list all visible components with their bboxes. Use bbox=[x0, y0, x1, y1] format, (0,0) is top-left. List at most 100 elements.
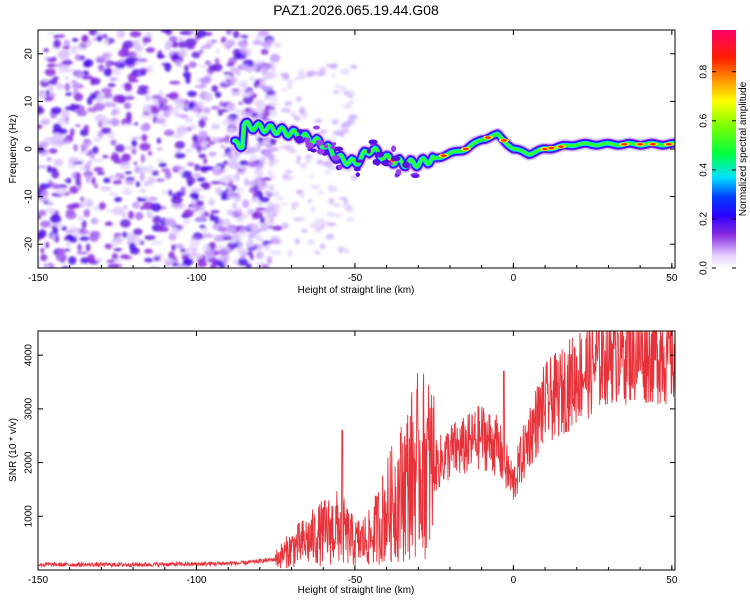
spectrogram-noise-blob bbox=[53, 39, 61, 48]
spectrogram-noise-blob bbox=[48, 148, 58, 154]
spectrogram-noise-blob bbox=[141, 134, 148, 142]
colorbar-tick-label: 0.0 bbox=[699, 261, 710, 275]
spectrogram-cluster-blob bbox=[355, 172, 361, 177]
colorbar-ticks: 0.0 0.2 0.4 0.6 0.8 bbox=[699, 64, 736, 275]
spectrogram-noise-blob bbox=[133, 228, 143, 236]
spectrogram-noise bbox=[38, 30, 358, 268]
spectrogram-noise-blob bbox=[179, 114, 189, 119]
spectrogram-noise-blob bbox=[145, 47, 156, 53]
spectrogram-noise-blob bbox=[263, 153, 273, 158]
spectrogram-noise-blob bbox=[190, 236, 202, 240]
spectrogram-noise-blob bbox=[235, 172, 240, 176]
spectrogram-noise-blob bbox=[46, 165, 52, 174]
spectrogram-noise-blob bbox=[287, 249, 294, 257]
spectrogram-noise-blob bbox=[334, 84, 341, 89]
spectrogram-noise-blob bbox=[140, 154, 146, 163]
spectrogram-noise-blob bbox=[62, 45, 71, 50]
spectrogram-noise-blob bbox=[156, 137, 162, 144]
spectrogram-noise-blob bbox=[110, 263, 121, 268]
spectrogram-noise-blob bbox=[52, 63, 65, 68]
spectrogram-noise-blob bbox=[345, 217, 356, 222]
spectrogram-noise-blob bbox=[145, 32, 153, 39]
spectrogram-cluster-blob bbox=[375, 160, 380, 166]
spectrogram-noise-blob bbox=[225, 127, 236, 135]
spectrogram-noise-blob bbox=[270, 102, 280, 106]
spectrogram-noise-blob bbox=[266, 38, 275, 43]
spectrogram-noise-blob bbox=[115, 144, 126, 153]
spectrogram-noise-blob bbox=[156, 54, 166, 59]
spectrogram-noise-blob bbox=[68, 156, 80, 163]
spectrogram-hotspot-core bbox=[548, 146, 555, 150]
spectrogram-noise-blob bbox=[262, 177, 272, 181]
snr-y-tick-label: 2000 bbox=[24, 451, 35, 474]
spectrogram-noise-blob bbox=[261, 156, 266, 161]
spectrogram-noise-blob bbox=[298, 216, 306, 221]
spectrogram-noise-blob bbox=[81, 34, 89, 43]
spectrogram-noise-blob bbox=[326, 211, 336, 218]
spectrogram-noise-blob bbox=[278, 144, 288, 150]
spectrogram-noise-blob bbox=[208, 151, 217, 157]
spectrogram-x-tick-label: 50 bbox=[666, 273, 678, 284]
spectrogram-noise-blob bbox=[251, 223, 259, 230]
spectrogram-noise-blob bbox=[200, 182, 209, 188]
spectrogram-noise-blob bbox=[168, 232, 177, 241]
spectrogram-noise-blob bbox=[234, 108, 241, 114]
spectrogram-noise-blob bbox=[260, 222, 269, 230]
spectrogram-noise-blob bbox=[116, 60, 122, 65]
spectrogram-noise-blob bbox=[53, 34, 60, 39]
spectrogram-noise-blob bbox=[204, 92, 213, 102]
spectrogram-noise-blob bbox=[93, 158, 105, 162]
spectrogram-noise-blob bbox=[204, 250, 215, 257]
spectrogram-noise-blob bbox=[212, 169, 223, 176]
colorbar-tick-label: 0.8 bbox=[699, 64, 710, 78]
spectrogram-noise-blob bbox=[69, 128, 75, 137]
spectrogram-cluster-blob bbox=[395, 169, 402, 176]
spectrogram-noise-blob bbox=[272, 42, 282, 48]
spectrogram-noise-blob bbox=[233, 195, 242, 202]
spectrogram-noise-blob bbox=[168, 251, 175, 260]
spectrogram-noise-blob bbox=[335, 213, 342, 218]
spectrogram-noise-blob bbox=[305, 158, 311, 164]
spectrogram-noise-blob bbox=[232, 258, 239, 266]
spectrogram-noise-blob bbox=[107, 68, 113, 74]
spectrogram-noise-blob bbox=[267, 170, 273, 177]
spectrogram-noise-blob bbox=[210, 106, 220, 110]
spectrogram-noise-blob bbox=[157, 226, 165, 232]
spectrogram-noise-blob bbox=[242, 82, 248, 90]
spectrogram-noise-blob bbox=[323, 170, 331, 175]
spectrogram-noise-blob bbox=[134, 44, 144, 53]
spectrogram-noise-blob bbox=[51, 225, 57, 229]
spectrogram-noise-blob bbox=[88, 149, 93, 156]
spectrogram-noise-blob bbox=[150, 106, 160, 115]
spectrogram-noise-blob bbox=[41, 78, 51, 82]
spectrogram-noise-blob bbox=[95, 258, 103, 263]
spectrogram-noise-blob bbox=[328, 197, 335, 205]
spectrogram-noise-blob bbox=[134, 166, 140, 174]
spectrogram-cluster-blob bbox=[390, 155, 401, 162]
spectrogram-noise-blob bbox=[103, 101, 112, 108]
spectrogram-noise-blob bbox=[238, 101, 243, 106]
spectrogram-x-label: Height of straight line (km) bbox=[298, 285, 415, 296]
spectrogram-noise-blob bbox=[213, 234, 225, 242]
spectrogram-noise-blob bbox=[119, 164, 131, 170]
spectrogram-noise-blob bbox=[284, 169, 293, 174]
spectrogram-noise-blob bbox=[286, 82, 293, 90]
spectrogram-noise-blob bbox=[196, 215, 206, 222]
spectrogram-noise-blob bbox=[168, 35, 178, 42]
spectrogram-noise-blob bbox=[140, 69, 147, 76]
spectrogram-noise-blob bbox=[331, 119, 340, 125]
spectrogram-cluster-blob bbox=[391, 145, 397, 153]
spectrogram-noise-blob bbox=[94, 114, 106, 122]
spectrogram-noise-blob bbox=[240, 64, 249, 69]
spectrogram-noise-blob bbox=[315, 218, 326, 224]
spectrogram-noise-blob bbox=[350, 174, 358, 181]
spectrogram-noise-blob bbox=[217, 226, 229, 233]
colorbar-tick-label: 0.4 bbox=[699, 162, 710, 176]
spectrogram-noise-blob bbox=[73, 92, 84, 102]
spectrogram-noise-blob bbox=[124, 116, 132, 125]
spectrogram-hotspot-core bbox=[440, 154, 447, 157]
spectrogram-noise-blob bbox=[233, 67, 241, 72]
spectrogram-noise-blob bbox=[220, 144, 226, 149]
spectrogram-noise-blob bbox=[79, 196, 85, 203]
spectrogram-noise-blob bbox=[178, 50, 187, 58]
